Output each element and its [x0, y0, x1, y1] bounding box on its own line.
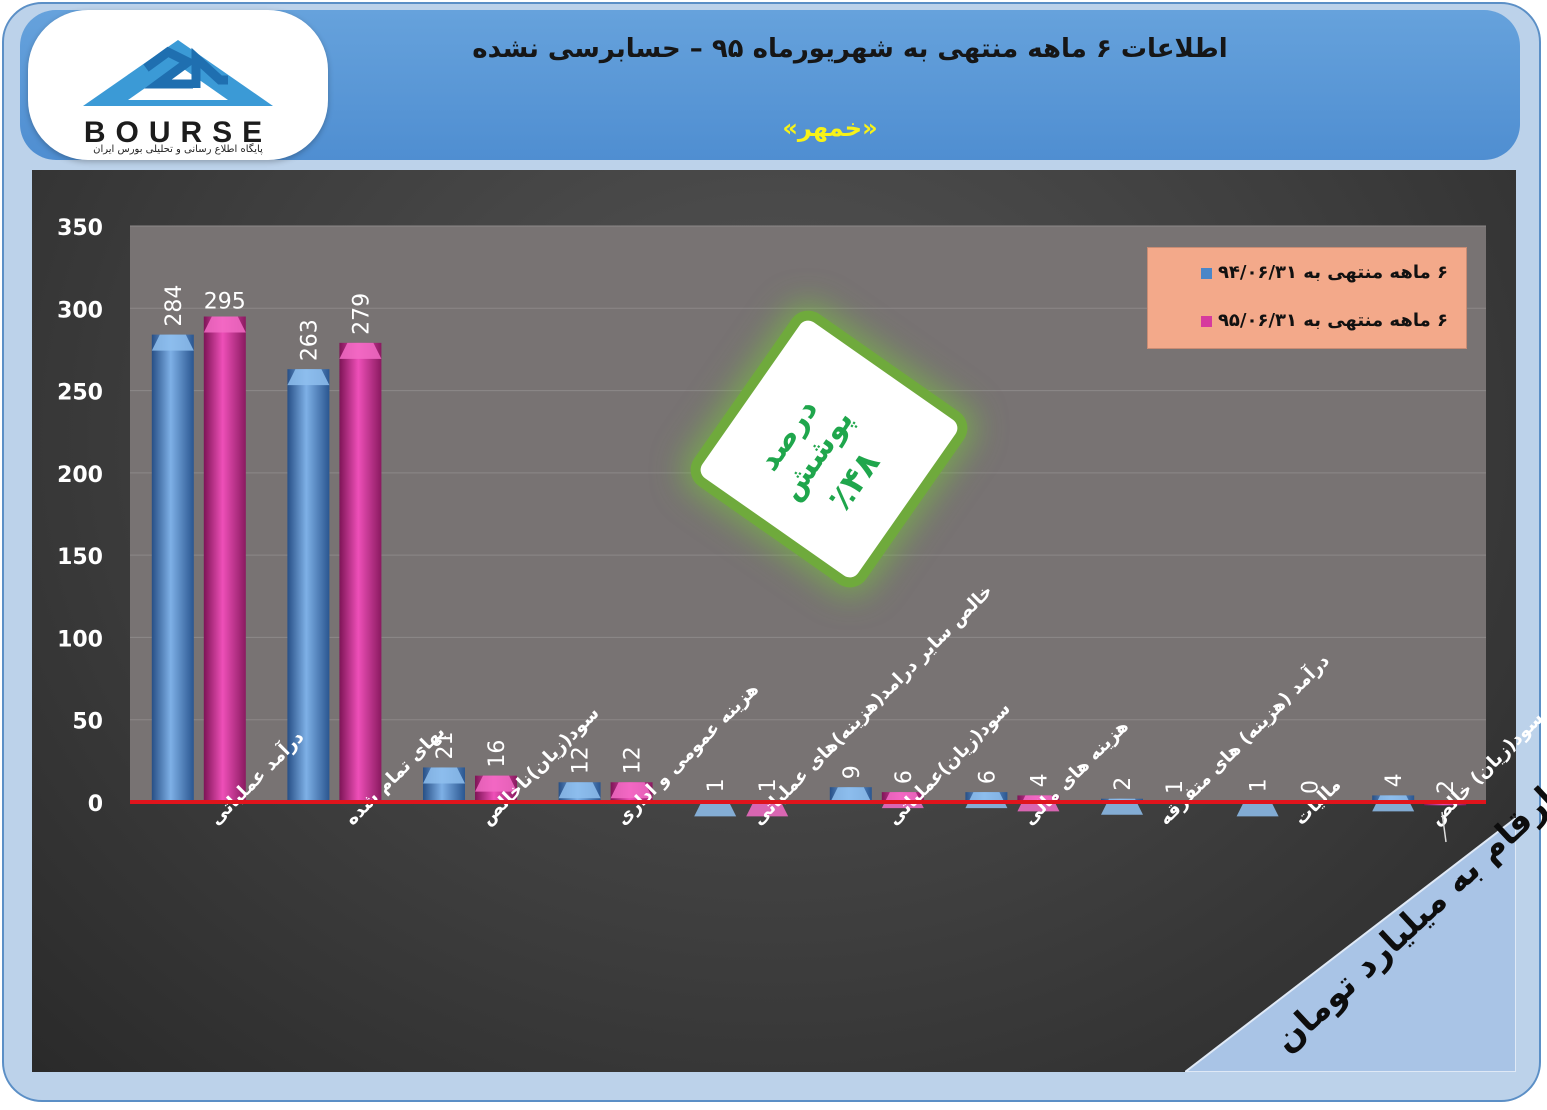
legend: ۶ ماهه منتهی به ۹۴/۰۶/۳۱ ۶ ماهه منتهی به… [1147, 247, 1467, 349]
y-tick-label: 300 [57, 298, 103, 323]
bar-cap [339, 342, 382, 359]
units-corner [1185, 818, 1516, 1072]
page-title: اطلاعات ۶ ماهه منتهی به شهریورماه ۹۵ – ح… [472, 34, 1228, 64]
bar-cap [203, 316, 246, 333]
legend-item-series1: ۶ ماهه منتهی به ۹۴/۰۶/۳۱ [1158, 262, 1448, 292]
legend-swatch-series1 [1200, 267, 1212, 279]
data-label: 4 [1027, 773, 1052, 787]
bar-cap [746, 800, 789, 817]
data-label: 0 [1299, 780, 1324, 794]
logo-wordmark: BOURSE [83, 116, 273, 149]
bar-cap [151, 334, 194, 351]
data-label: 1 [756, 778, 781, 792]
data-label: 1 [1163, 780, 1188, 794]
data-label: 2 [1434, 780, 1459, 794]
bar-cap [829, 787, 872, 804]
bar-cap [475, 775, 517, 792]
data-label: 12 [569, 746, 594, 774]
bar-cap [558, 782, 601, 799]
data-label: 1 [1247, 778, 1272, 792]
bar-cap [694, 800, 737, 817]
y-tick-label: 250 [57, 381, 103, 406]
y-tick-label: 200 [57, 463, 103, 488]
logo: BOURSE پایگاه اطلاع رسانی و تحلیلی بورس … [28, 10, 328, 160]
data-label: 21 [433, 731, 458, 759]
logo-tagline: پایگاه اطلاع رسانی و تحلیلی بورس ایران [93, 144, 263, 155]
bar-cap [610, 782, 653, 799]
y-tick-label: 100 [57, 627, 103, 652]
data-label: 12 [621, 746, 646, 774]
data-label: 1 [704, 778, 729, 792]
data-label: 2 [1111, 777, 1136, 791]
y-tick-label: 150 [57, 545, 103, 570]
legend-item-series2: ۶ ماهه منتهی به ۹۵/۰۶/۳۱ [1158, 310, 1448, 340]
data-label: 9 [840, 765, 865, 779]
legend-label-series1: ۶ ماهه منتهی به ۹۴/۰۶/۳۱ [1217, 262, 1448, 283]
bar-series2 [339, 342, 382, 802]
legend-swatch-series2 [1200, 315, 1212, 327]
data-label: 263 [297, 319, 322, 361]
data-label: 6 [892, 770, 917, 784]
legend-label-series2: ۶ ماهه منتهی به ۹۵/۰۶/۳۱ [1217, 310, 1448, 331]
logo-mark-icon [83, 40, 273, 106]
leader-line [1441, 811, 1447, 843]
data-label: 6 [975, 770, 1000, 784]
y-tick-label: 350 [57, 216, 103, 241]
data-label: 16 [485, 740, 510, 768]
data-label: 295 [204, 290, 246, 315]
data-label: 284 [162, 285, 187, 327]
data-label: 279 [349, 293, 374, 335]
bar-cap [423, 767, 465, 784]
bar-series1 [287, 369, 330, 802]
bar-cap [1236, 800, 1279, 817]
bar-cap [287, 369, 330, 386]
bar-series1 [151, 334, 194, 802]
data-label: 4 [1382, 773, 1407, 787]
y-tick-label: 0 [88, 792, 103, 817]
bar-series2 [203, 316, 246, 802]
y-tick-label: 50 [72, 710, 103, 735]
company-name: «خمهر» [782, 114, 878, 142]
